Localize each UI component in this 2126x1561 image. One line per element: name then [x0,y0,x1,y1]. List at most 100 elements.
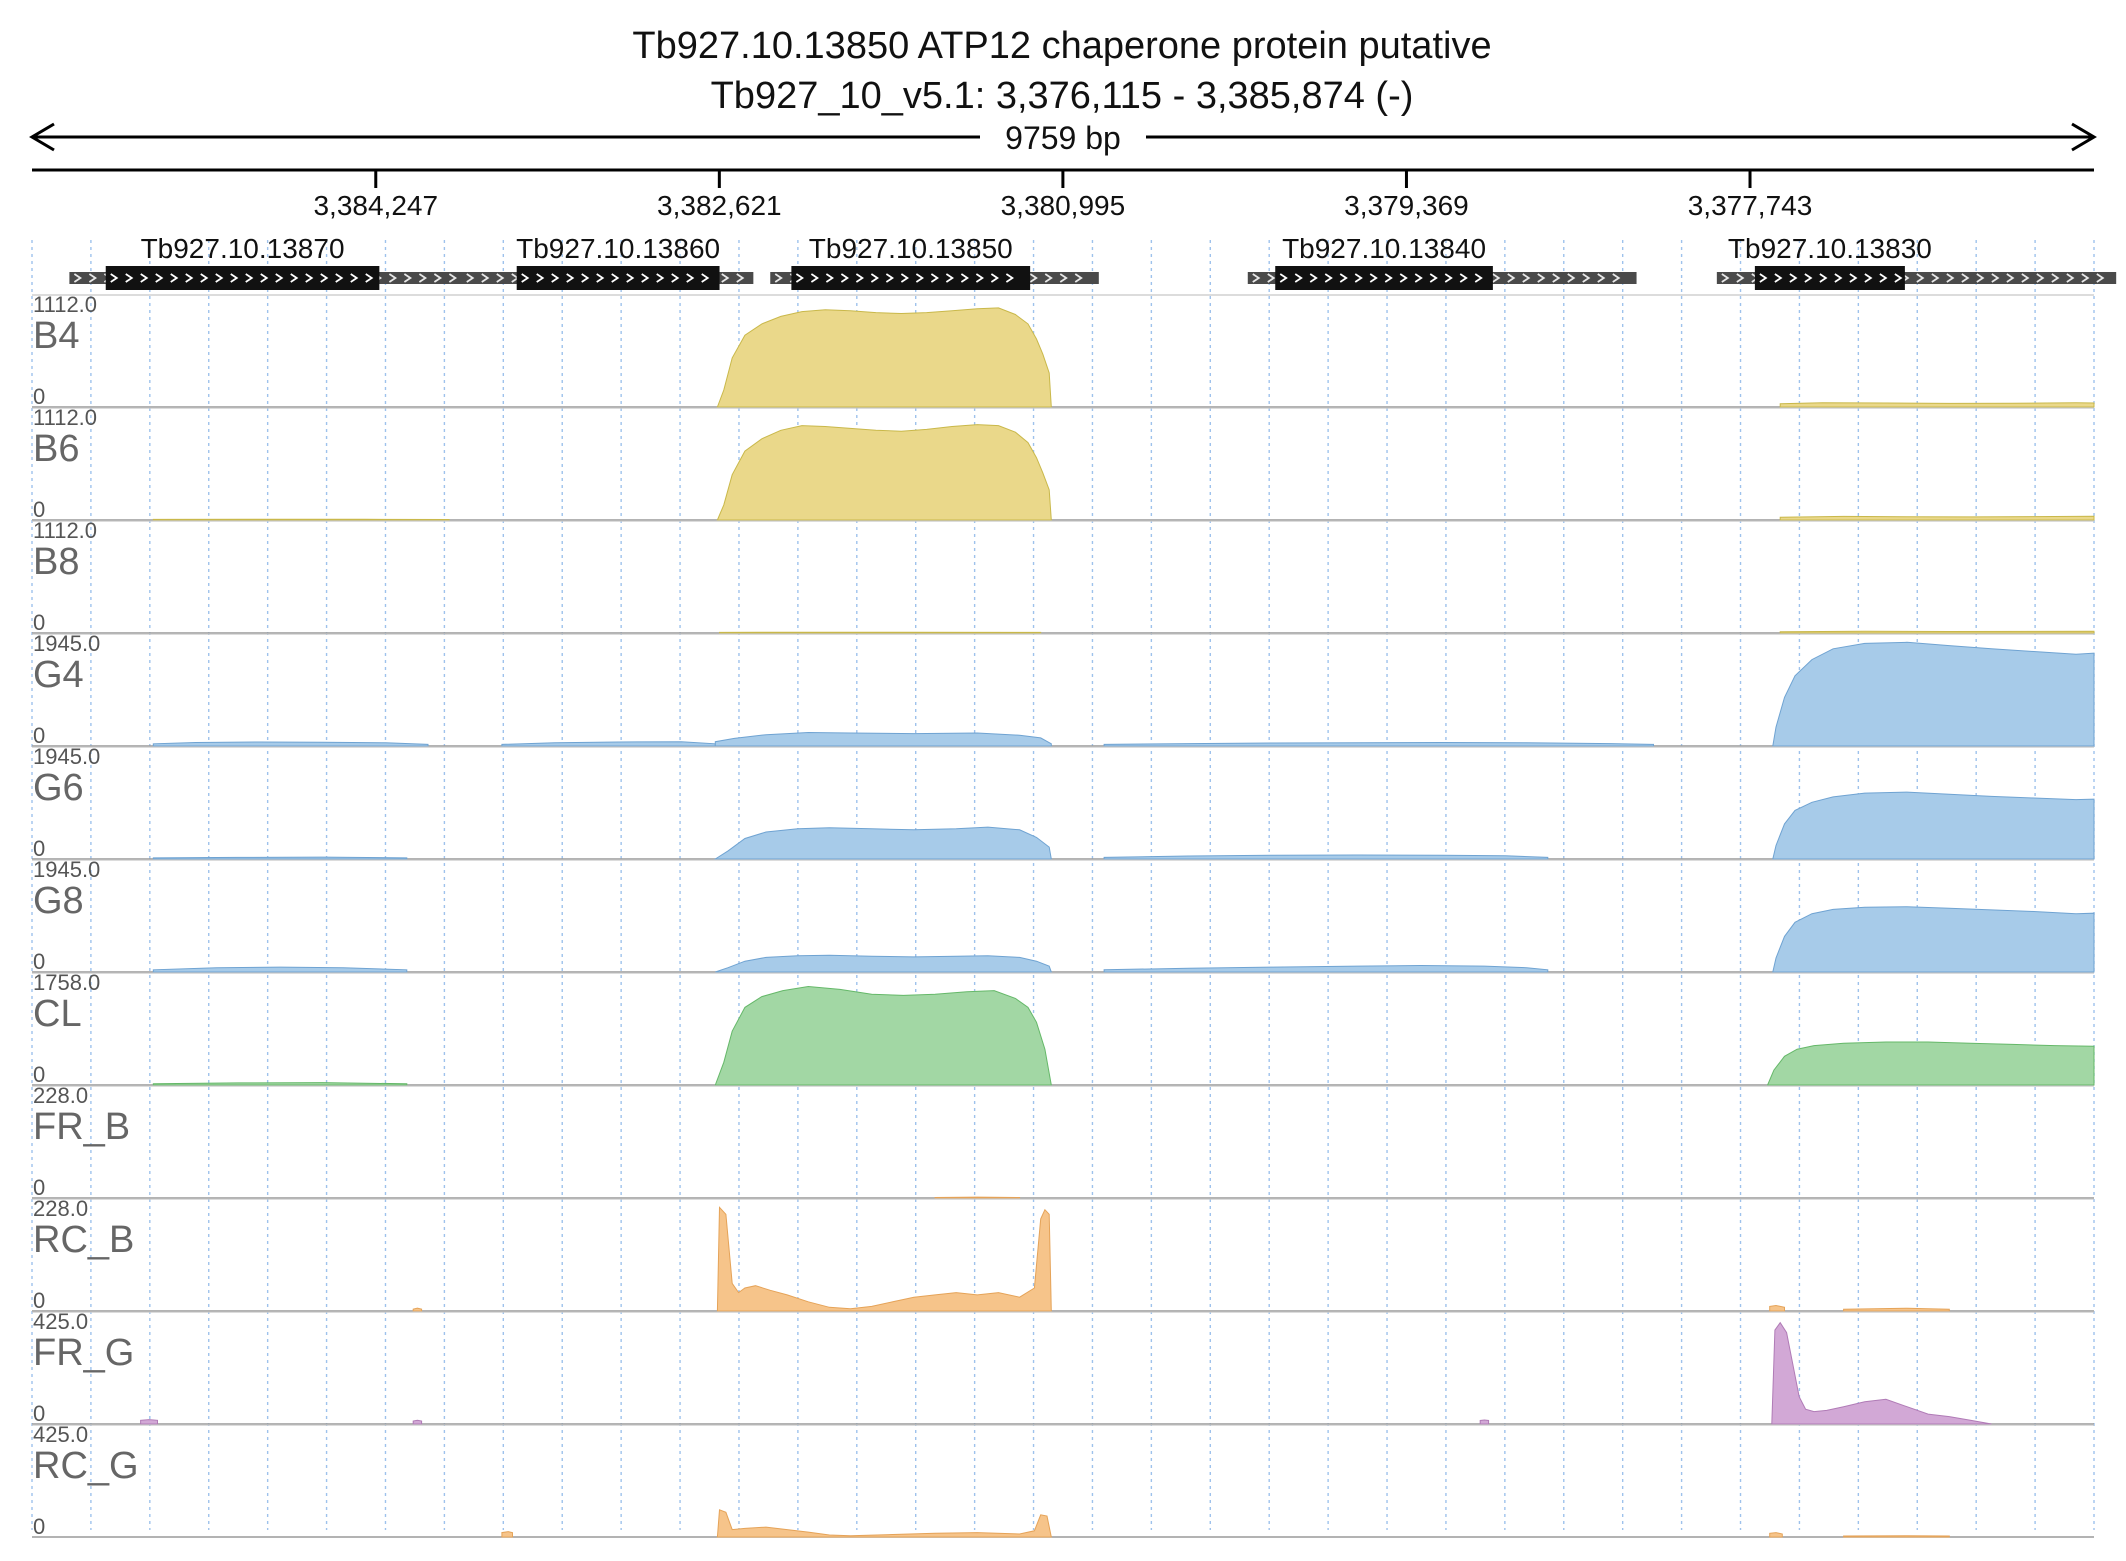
gene-label-1: Tb927.10.13860 [516,233,720,264]
gene-model-4: Tb927.10.13830 [1716,233,2117,290]
track-g8: 1945.0G8 0 [32,857,2095,974]
axis-ticks: 3,384,247 3,382,621 3,380,995 3,379,369 3,37… [313,170,1812,221]
track-min-label: 0 [33,1401,45,1426]
track-rc-g: 425.0RC_G 0 [32,1422,2094,1539]
track-fr-b: 228.0FR_B 0 [32,1083,2094,1200]
gene-label-3: Tb927.10.13840 [1282,233,1486,264]
gene-model-0: Tb927.10.13870 [69,233,490,290]
coverage-area-10-1 [716,1509,1052,1538]
coverage-area-4-0 [152,856,408,860]
track-max-label: 425.0 [33,1309,88,1334]
coverage-area-9-0 [140,1419,158,1425]
track-min-label: 0 [33,836,45,861]
gene-model-2: Tb927.10.13850 [770,233,1099,290]
span-ruler: 9759 bp [29,118,2097,156]
track-name-label: G8 [33,880,84,922]
track-min-label: 0 [33,949,45,974]
gene-label-0: Tb927.10.13870 [141,233,345,264]
gene-label-4: Tb927.10.13830 [1728,233,1932,264]
coverage-area-6-0 [152,1082,408,1086]
track-b4: 1112.0B4 0 [32,292,2095,409]
coverage-area-3-3 [1103,741,1654,747]
coverage-tracks: 1112.0B401112.0B601112.0B801945.0G401945… [32,292,2095,1539]
track-name-label: FR_G [33,1332,134,1374]
track-name-label: RC_G [33,1445,139,1487]
track-max-label: 228.0 [33,1083,88,1108]
coverage-area-8-3 [1843,1307,1950,1312]
track-name-label: B8 [33,541,79,583]
track-name-label: B4 [33,315,79,357]
track-name-label: B6 [33,428,79,470]
track-name-label: CL [33,993,82,1035]
coverage-area-10-0 [501,1531,513,1538]
coverage-area-7-0 [934,1196,1021,1199]
coverage-area-4-2 [1103,854,1549,860]
track-max-label: 1112.0 [33,292,97,317]
coverage-area-3-1 [501,741,716,747]
gene-model-3: Tb927.10.13840 [1247,233,1637,290]
coverage-area-5-2 [1103,964,1549,973]
coverage-area-1-0 [152,518,450,521]
axis-tick-label-2: 3,380,995 [1001,190,1126,221]
span-label: 9759 bp [1005,120,1121,156]
chart-subtitle: Tb927_10_v5.1: 3,376,115 - 3,385,874 (-) [711,75,1414,117]
track-min-label: 0 [33,1288,45,1313]
track-max-label: 1112.0 [33,405,97,430]
grid-lines [31,240,2095,1530]
coverage-area-3-4 [1772,641,2095,747]
gene-track: Tb927.10.13870 Tb927.10.13860 Tb927.10.138… [69,233,2117,290]
coverage-area-9-1 [412,1419,423,1425]
track-min-label: 0 [33,1514,45,1539]
axis-tick-label-0: 3,384,247 [313,190,438,221]
track-rc-b: 228.0RC_B 0 [32,1196,2094,1313]
track-name-label: RC_B [33,1219,134,1261]
track-max-label: 1945.0 [33,744,100,769]
track-b6: 1112.0B6 0 [32,405,2095,522]
coverage-area-5-0 [152,966,408,973]
track-name-label: FR_B [33,1106,130,1148]
gene-cds-4 [1754,266,1905,290]
axis-tick-label-3: 3,379,369 [1344,190,1469,221]
coverage-area-9-3 [1771,1321,1992,1425]
track-min-label: 0 [33,497,45,522]
coverage-area-1-1 [716,424,1052,521]
track-max-label: 1112.0 [33,518,97,543]
track-b8: 1112.0B8 0 [32,518,2095,635]
span-arrow-left [29,122,55,152]
track-min-label: 0 [33,723,45,748]
coverage-area-10-2 [1769,1532,1783,1538]
track-min-label: 0 [33,1175,45,1200]
coverage-area-2-1 [1779,630,2095,634]
gene-model-1: Tb927.10.13860 [461,233,754,290]
gene-cds-0 [105,266,380,290]
coverage-area-2-0 [719,631,1042,634]
track-max-label: 1758.0 [33,970,100,995]
track-g6: 1945.0G6 0 [32,744,2095,861]
coverage-area-8-1 [716,1206,1052,1312]
coverage-area-0-0 [716,307,1052,408]
coverage-area-0-1 [1779,402,2095,408]
coverage-area-6-1 [714,985,1052,1086]
coverage-area-3-2 [714,731,1052,747]
coverage-area-3-0 [152,741,429,747]
coverage-area-4-1 [713,826,1052,860]
coverage-area-8-2 [1769,1304,1785,1312]
track-min-label: 0 [33,1062,45,1087]
track-name-label: G4 [33,654,84,696]
coverage-area-6-2 [1766,1041,2095,1086]
axis-tick-label-4: 3,377,743 [1688,190,1813,221]
span-arrow-right [2071,122,2097,152]
chart-title: Tb927.10.13850 ATP12 chaperone protein p… [632,25,1491,67]
coverage-area-4-3 [1772,791,2095,860]
gene-label-2: Tb927.10.13850 [809,233,1013,264]
track-max-label: 1945.0 [33,857,100,882]
coverage-area-5-1 [715,954,1053,973]
axis-tick-label-1: 3,382,621 [657,190,782,221]
gene-cds-3 [1275,266,1493,290]
track-max-label: 425.0 [33,1422,88,1447]
gene-cds-2 [791,266,1031,290]
track-cl: 1758.0CL 0 [32,970,2095,1087]
coverage-area-1-2 [1779,515,2095,521]
track-max-label: 228.0 [33,1196,88,1221]
